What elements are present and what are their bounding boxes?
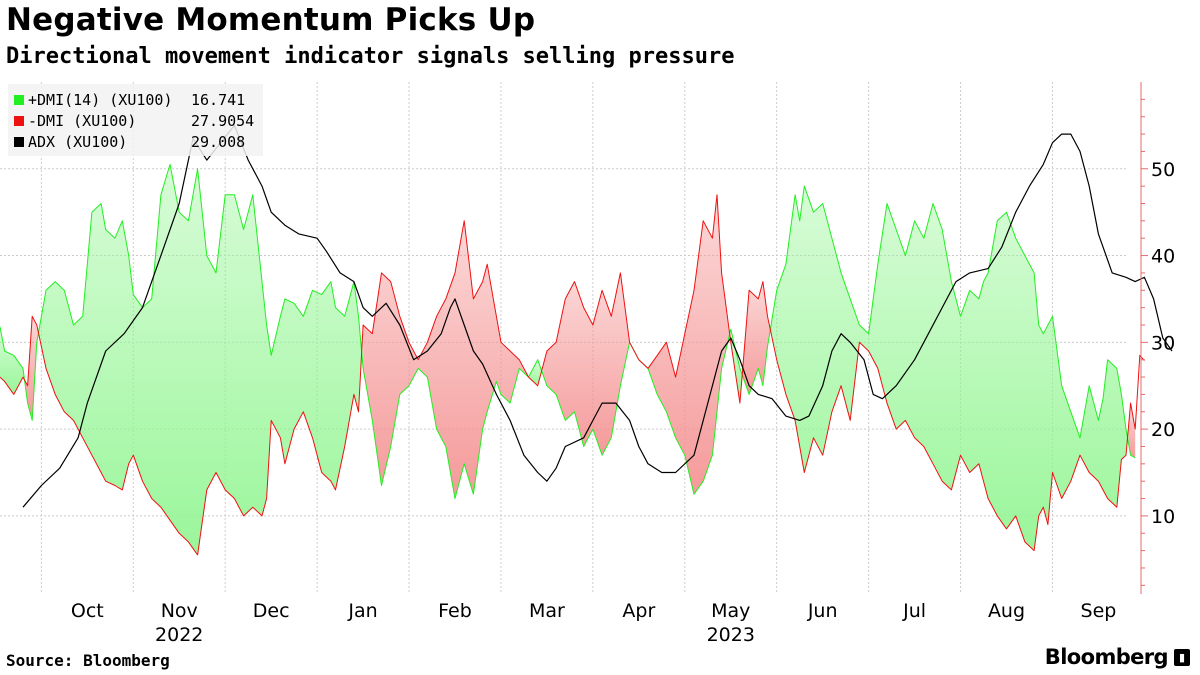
plus-dmi-dominance-area xyxy=(771,186,1129,550)
x-tick-label: Apr xyxy=(622,600,655,622)
bloomberg-logo: Bloomberg ▮ xyxy=(1045,645,1190,669)
minus-dmi-dominance-area xyxy=(543,277,631,454)
minus-dmi-line xyxy=(0,194,1145,556)
x-tick-label: Sep xyxy=(1081,600,1117,622)
legend-swatch-adx xyxy=(14,137,24,147)
x-tick-label: Jun xyxy=(807,600,838,622)
legend-item-plus-dmi: +DMI(14) (XU100) 16.741 xyxy=(14,90,245,110)
x-tick-label: May xyxy=(711,600,750,622)
plus-dmi-line xyxy=(0,163,1136,499)
minus-dmi-dominance-area xyxy=(648,196,730,495)
plus-dmi-dominance-area xyxy=(729,332,743,401)
source-note: Source: Bloomberg xyxy=(6,651,170,670)
legend-label: +DMI(14) (XU100) xyxy=(28,91,173,109)
legend: +DMI(14) (XU100) 16.741 -DMI (XU100) 27.… xyxy=(8,84,263,156)
minus-dmi-dominance-area xyxy=(1128,406,1136,458)
y-tick-label: 20 xyxy=(1151,419,1175,441)
x-year-label: 2022 xyxy=(155,624,203,646)
adx-line xyxy=(22,124,1173,508)
x-tick-label: Feb xyxy=(438,600,472,622)
chart-subtitle: Directional movement indicator signals s… xyxy=(6,44,735,69)
legend-item-adx: ADX (XU100) 29.008 xyxy=(14,132,245,152)
legend-item-minus-dmi: -DMI (XU100) 27.9054 xyxy=(14,111,254,131)
y-tick-label: 30 xyxy=(1151,332,1175,354)
legend-swatch-minus-dmi xyxy=(14,116,24,126)
x-tick-label: Dec xyxy=(253,600,290,622)
legend-value: 27.9054 xyxy=(191,112,255,130)
minus-dmi-dominance-area xyxy=(742,284,772,395)
x-tick-label: Jul xyxy=(902,600,926,622)
y-tick-label: 50 xyxy=(1151,159,1175,181)
legend-value: 16.741 xyxy=(191,91,246,109)
minus-dmi-dominance-area xyxy=(25,316,39,416)
x-tick-label: Oct xyxy=(71,600,104,622)
legend-swatch-plus-dmi xyxy=(14,95,24,105)
x-tick-label: Aug xyxy=(988,600,1025,622)
plus-dmi-dominance-area xyxy=(0,326,26,394)
x-year-label: 2023 xyxy=(707,624,755,646)
plus-dmi-dominance-area xyxy=(38,165,364,554)
brand-text: Bloomberg xyxy=(1044,645,1169,669)
x-tick-label: Nov xyxy=(161,600,198,622)
x-tick-label: Jan xyxy=(347,600,377,622)
legend-value: 29.008 xyxy=(191,133,246,151)
y-tick-label: 10 xyxy=(1151,506,1175,528)
chart-title: Negative Momentum Picks Up xyxy=(6,2,536,38)
legend-label: -DMI (XU100) xyxy=(28,112,137,130)
legend-label: ADX (XU100) xyxy=(28,133,128,151)
bloomberg-mark-icon: ▮ xyxy=(1174,648,1190,666)
x-tick-label: Mar xyxy=(529,600,565,622)
plus-dmi-dominance-area xyxy=(528,361,544,385)
minus-dmi-dominance-area xyxy=(363,223,529,496)
y-tick-label: 40 xyxy=(1151,246,1175,268)
